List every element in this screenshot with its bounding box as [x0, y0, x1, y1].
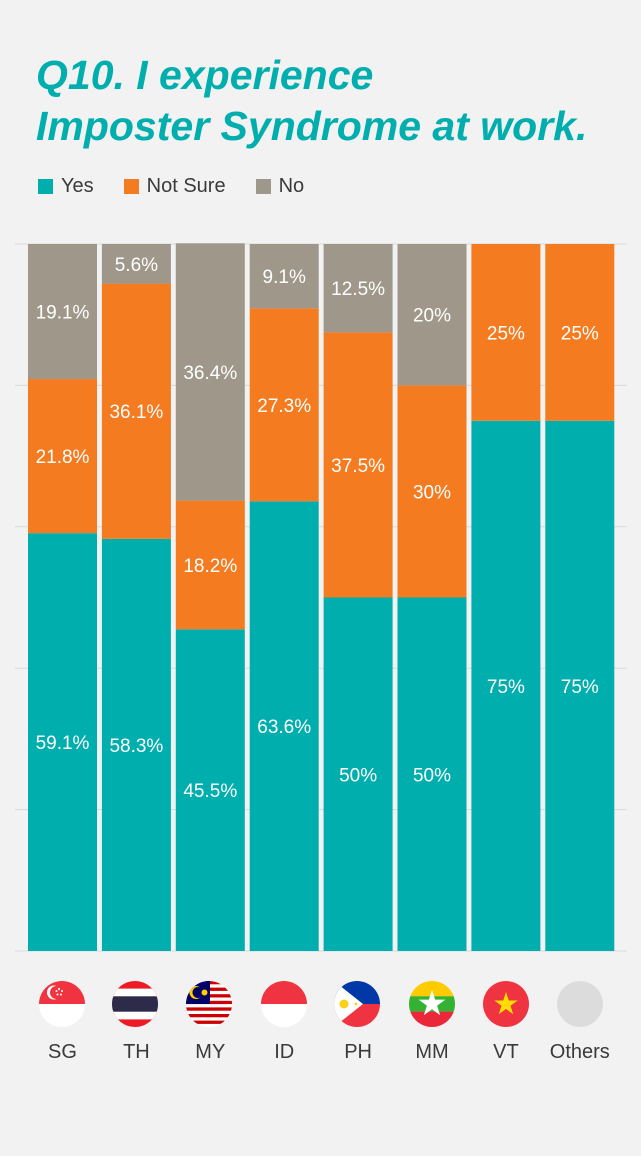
x-tick-label-my: MY — [195, 1041, 225, 1063]
bar-not-sure-mm — [397, 385, 467, 598]
legend-item-yes: Yes — [38, 175, 94, 198]
bar-no-ph — [323, 244, 393, 333]
data-label-not-sure-mm: 30% — [413, 482, 451, 503]
data-label-not-sure-th: 36.1% — [109, 402, 163, 423]
bar-not-sure-my — [175, 500, 245, 630]
philippines-flag-icon — [334, 981, 380, 1027]
bar-yes-mm — [397, 597, 467, 951]
data-label-not-sure-ph: 37.5% — [331, 456, 385, 477]
bar-no-my — [175, 243, 245, 501]
bar-no-sg — [28, 244, 97, 380]
data-label-yes-mm: 50% — [413, 765, 451, 786]
legend-swatch-not-sure — [123, 179, 139, 194]
bar-yes-id — [249, 501, 319, 951]
data-label-not-sure-my: 18.2% — [183, 556, 237, 577]
data-label-no-sg: 19.1% — [36, 303, 90, 324]
x-tick-label-others: Others — [550, 1041, 610, 1063]
x-tick-label-th: TH — [123, 1041, 150, 1063]
vietnam-flag-icon — [483, 981, 529, 1027]
indonesia-flag-icon — [261, 981, 307, 1027]
data-label-no-id: 9.1% — [263, 267, 306, 288]
data-label-yes-ph: 50% — [339, 765, 377, 786]
bar-yes-my — [175, 629, 245, 951]
bar-not-sure-id — [249, 308, 319, 502]
data-label-no-ph: 12.5% — [331, 279, 385, 300]
malaysia-flag-icon — [186, 981, 232, 1027]
bar-no-id — [249, 244, 319, 309]
title-line-2: Imposter Syndrome at work. — [36, 103, 588, 149]
x-tick-label-vt: VT — [493, 1041, 519, 1063]
legend-item-no: No — [255, 175, 305, 198]
bar-not-sure-ph — [323, 332, 393, 598]
title-line-1: Q10. I experience — [36, 52, 374, 98]
data-label-yes-others: 75% — [561, 677, 599, 698]
x-tick-label-id: ID — [274, 1041, 294, 1063]
bar-yes-sg — [28, 533, 97, 951]
data-label-no-mm: 20% — [413, 306, 451, 327]
bar-not-sure-vt — [471, 244, 541, 421]
data-label-yes-th: 58.3% — [109, 736, 163, 757]
legend-label-yes: Yes — [61, 175, 94, 197]
legend-swatch-no — [255, 179, 271, 194]
bar-yes-vt — [471, 420, 541, 951]
legend-label-no: No — [278, 175, 305, 197]
data-label-no-my: 36.4% — [183, 363, 237, 384]
bar-not-sure-sg — [28, 379, 97, 534]
data-label-not-sure-sg: 21.8% — [36, 447, 90, 468]
bar-no-mm — [397, 244, 467, 386]
myanmar-flag-icon — [409, 981, 455, 1027]
x-tick-label-sg: SG — [48, 1041, 77, 1063]
data-label-no-th: 5.6% — [115, 255, 158, 276]
data-label-yes-id: 63.6% — [257, 717, 311, 738]
legend: Yes Not Sure No — [38, 175, 334, 198]
bar-not-sure-others — [545, 244, 615, 421]
others-placeholder-icon — [557, 981, 603, 1027]
singapore-flag-icon — [39, 981, 85, 1027]
data-label-not-sure-vt: 25% — [487, 323, 525, 344]
bar-not-sure-th — [101, 283, 171, 539]
bar-yes-ph — [323, 597, 393, 951]
x-tick-label-ph: PH — [344, 1041, 372, 1063]
bar-yes-th — [101, 538, 171, 951]
data-label-yes-sg: 59.1% — [36, 733, 90, 754]
x-tick-label-mm: MM — [415, 1041, 448, 1063]
bar-yes-others — [545, 420, 615, 951]
data-label-not-sure-id: 27.3% — [257, 396, 311, 417]
data-label-yes-my: 45.5% — [183, 781, 237, 802]
legend-swatch-yes — [38, 179, 53, 194]
bar-no-th — [101, 244, 171, 284]
chart-title: Q10. I experience Imposter Syndrome at w… — [36, 50, 626, 152]
data-label-not-sure-others: 25% — [561, 323, 599, 344]
thailand-flag-icon — [112, 981, 158, 1027]
data-label-yes-vt: 75% — [487, 677, 525, 698]
legend-label-not-sure: Not Sure — [146, 175, 226, 197]
legend-item-not-sure: Not Sure — [123, 175, 226, 198]
